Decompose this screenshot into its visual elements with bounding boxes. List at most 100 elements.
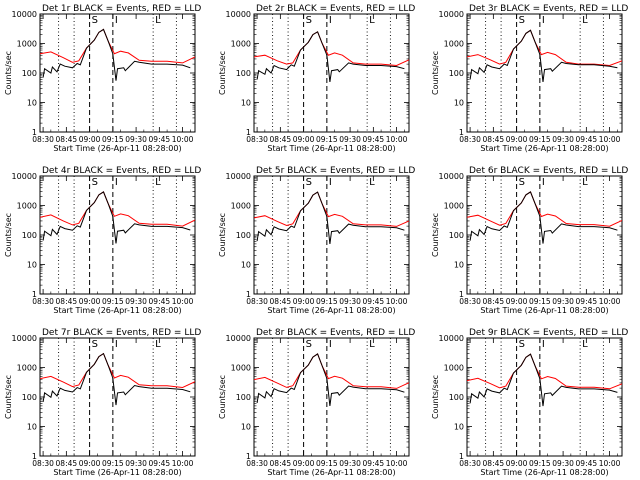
x-tick-label: 09:30	[125, 135, 147, 144]
y-tick-label: 1000	[444, 364, 464, 373]
y-tick-label: 100	[449, 69, 464, 78]
x-tick-label: 09:45	[576, 459, 598, 468]
y-axis-label: Counts/sec	[431, 51, 440, 95]
y-tick-label: 1000	[444, 40, 464, 49]
x-tick-label: 09:00	[79, 297, 101, 306]
x-tick-label: 09:15	[529, 459, 551, 468]
event-marker-label: I	[115, 339, 118, 350]
x-tick-label: 09:45	[363, 135, 385, 144]
x-tick-label: 08:30	[459, 297, 481, 306]
y-tick-label: 100	[449, 231, 464, 240]
x-tick-label: 09:00	[506, 459, 528, 468]
event-marker-label: L	[582, 339, 588, 350]
x-axis-label: Start Time (26-Apr-11 08:28:00)	[267, 468, 395, 477]
event-marker-label: I	[329, 339, 332, 350]
x-tick-label: 09:45	[149, 459, 171, 468]
x-tick-label: 09:15	[529, 135, 551, 144]
x-tick-label: 10:00	[172, 297, 194, 306]
y-tick-label: 1	[246, 452, 251, 461]
x-tick-label: 10:00	[599, 297, 621, 306]
panel-title: Det 1r BLACK = Events, RED = LLD	[42, 4, 201, 14]
detector-panel: Det 7r BLACK = Events, RED = LLD 1 10 100 10…	[4, 328, 201, 477]
x-tick-label: 09:30	[552, 297, 574, 306]
y-tick-label: 100	[236, 69, 251, 78]
x-tick-label: 08:30	[246, 297, 268, 306]
detector-panel: Det 3r BLACK = Events, RED = LLD 1 10 100 10…	[431, 4, 628, 153]
x-tick-label: 09:00	[506, 135, 528, 144]
y-tick-label: 10	[454, 423, 464, 432]
y-axis-label: Counts/sec	[218, 51, 227, 95]
x-tick-label: 09:30	[125, 297, 147, 306]
y-tick-label: 100	[22, 393, 37, 402]
x-tick-label: 08:30	[32, 135, 54, 144]
detector-panel: Det 9r BLACK = Events, RED = LLD 1 10 100 10…	[431, 328, 628, 477]
panel-title: Det 5r BLACK = Events, RED = LLD	[256, 166, 415, 176]
x-tick-label: 10:00	[386, 135, 408, 144]
event-marker-label: L	[369, 177, 375, 188]
y-tick-label: 10000	[12, 10, 37, 19]
y-tick-label: 1	[32, 290, 37, 299]
event-marker-label: S	[92, 177, 98, 188]
x-tick-label: 08:30	[32, 297, 54, 306]
detector-panel: Det 8r BLACK = Events, RED = LLD 1 10 100 10…	[218, 328, 415, 477]
event-marker-label: L	[582, 15, 588, 26]
detector-panel: Det 6r BLACK = Events, RED = LLD 1 10 100 10…	[431, 166, 628, 315]
x-tick-label: 08:45	[56, 459, 78, 468]
event-marker-label: S	[92, 15, 98, 26]
event-marker-label: S	[519, 15, 525, 26]
x-tick-label: 09:15	[102, 459, 124, 468]
y-tick-label: 10	[241, 423, 251, 432]
x-axis-label: Start Time (26-Apr-11 08:28:00)	[480, 306, 608, 315]
x-tick-label: 08:30	[246, 135, 268, 144]
x-tick-label: 08:45	[483, 297, 505, 306]
y-tick-label: 10000	[226, 172, 251, 181]
y-tick-label: 1000	[17, 202, 37, 211]
x-tick-label: 10:00	[599, 459, 621, 468]
y-axis-label: Counts/sec	[4, 213, 13, 257]
y-tick-label: 10	[241, 261, 251, 270]
y-tick-label: 100	[449, 393, 464, 402]
lld-rate-line	[467, 353, 622, 390]
x-tick-label: 09:15	[316, 135, 338, 144]
event-marker-label: I	[542, 15, 545, 26]
y-tick-label: 1000	[17, 40, 37, 49]
y-tick-label: 100	[22, 69, 37, 78]
event-marker-label: I	[115, 15, 118, 26]
event-marker-label: I	[115, 177, 118, 188]
y-tick-label: 1	[246, 290, 251, 299]
y-tick-label: 1	[459, 452, 464, 461]
event-rate-line	[42, 352, 191, 406]
x-axis-label: Start Time (26-Apr-11 08:28:00)	[480, 468, 608, 477]
x-tick-label: 09:30	[339, 297, 361, 306]
event-rate-line	[469, 29, 618, 82]
lld-rate-line	[40, 191, 195, 227]
event-marker-label: I	[542, 177, 545, 188]
event-rate-line	[469, 353, 618, 407]
x-tick-label: 10:00	[386, 297, 408, 306]
y-tick-label: 10000	[439, 334, 464, 343]
y-axis-label: Counts/sec	[218, 375, 227, 419]
x-tick-label: 09:00	[79, 135, 101, 144]
event-rate-line	[256, 353, 405, 406]
event-rate-line	[256, 31, 405, 82]
x-tick-label: 09:30	[339, 459, 361, 468]
y-tick-label: 1000	[17, 364, 37, 373]
y-tick-label: 10	[27, 423, 37, 432]
panel-title: Det 3r BLACK = Events, RED = LLD	[469, 4, 628, 14]
lld-rate-line	[40, 352, 195, 389]
y-tick-label: 10000	[12, 334, 37, 343]
x-axis-label: Start Time (26-Apr-11 08:28:00)	[53, 468, 181, 477]
panel-title: Det 4r BLACK = Events, RED = LLD	[42, 166, 201, 176]
event-marker-label: L	[155, 15, 161, 26]
x-tick-label: 09:45	[576, 135, 598, 144]
x-tick-label: 09:00	[293, 297, 315, 306]
panel-title: Det 6r BLACK = Events, RED = LLD	[469, 166, 628, 176]
y-tick-label: 10000	[439, 172, 464, 181]
lld-rate-line	[467, 191, 622, 227]
lld-rate-line	[254, 191, 409, 227]
x-tick-label: 09:00	[293, 135, 315, 144]
y-tick-label: 1	[32, 128, 37, 137]
x-tick-label: 08:30	[246, 459, 268, 468]
event-marker-label: L	[155, 339, 161, 350]
